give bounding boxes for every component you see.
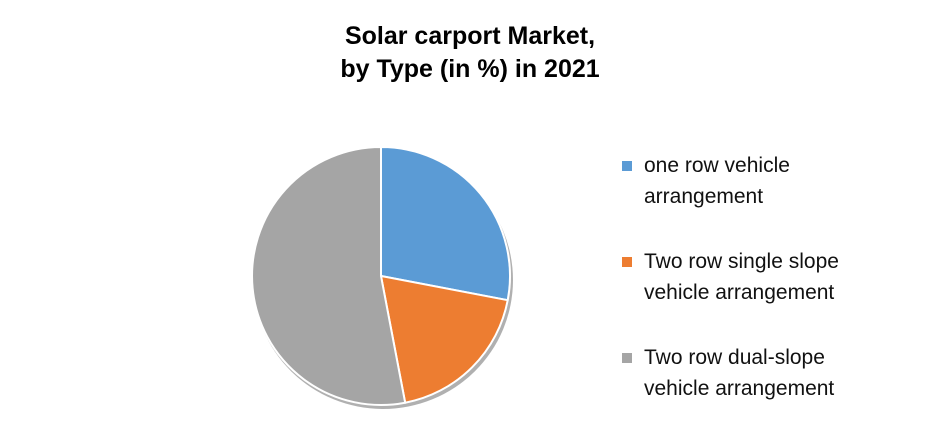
legend-label-line: vehicle arrangement [644, 377, 835, 400]
pie-slice-1 [380, 146, 511, 302]
chart-title-line-2: by Type (in %) in 2021 [340, 55, 600, 83]
legend-label: one row vehicle arrangement [644, 150, 790, 212]
chart-title-line-1: Solar carport Market, [344, 22, 596, 50]
legend-label-line: arrangement [644, 185, 764, 208]
pie-slice-3 [251, 146, 407, 406]
legend-swatch [622, 353, 632, 363]
legend-swatch [622, 257, 632, 267]
legend-item-two-row-dual-slope: Two row dual-slope vehicle arrangement [622, 342, 922, 404]
legend-item-one-row: one row vehicle arrangement [622, 150, 922, 212]
legend: one row vehicle arrangement Two row sing… [622, 150, 922, 438]
chart-title: Solar carport Market, by Type (in %) in … [0, 20, 940, 86]
legend-label-line: Two row dual-slope [644, 346, 825, 369]
legend-item-two-row-single-slope: Two row single slope vehicle arrangement [622, 246, 922, 308]
pie-slice-2 [380, 275, 509, 404]
legend-swatch [622, 161, 632, 171]
legend-label-line: one row vehicle [644, 154, 790, 177]
legend-label: Two row dual-slope vehicle arrangement [644, 342, 834, 404]
legend-label-line: Two row single slope [644, 250, 839, 273]
legend-label-line: vehicle arrangement [644, 281, 835, 304]
legend-label: Two row single slope vehicle arrangement [644, 246, 839, 308]
